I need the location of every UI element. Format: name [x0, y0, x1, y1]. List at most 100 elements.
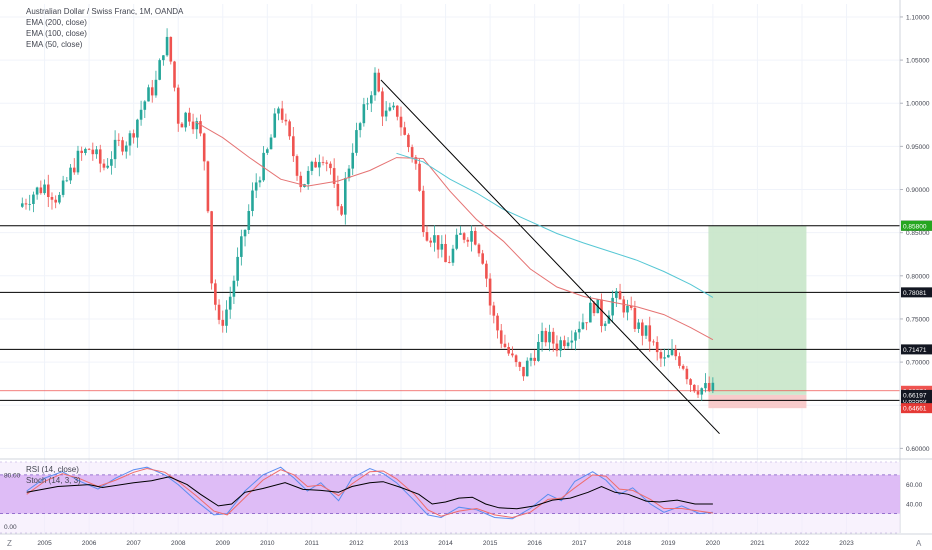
candle-body[interactable]: [262, 152, 265, 181]
candle-body[interactable]: [277, 108, 280, 114]
candle-body[interactable]: [343, 178, 347, 215]
candle-body[interactable]: [496, 315, 499, 331]
candle-body[interactable]: [477, 244, 481, 254]
candle-body[interactable]: [306, 170, 310, 185]
candle-body[interactable]: [351, 152, 355, 169]
candle-body[interactable]: [466, 239, 470, 242]
candle-body[interactable]: [236, 256, 239, 281]
candle-body[interactable]: [470, 230, 473, 242]
candle-body[interactable]: [173, 61, 176, 88]
candle-body[interactable]: [670, 349, 674, 355]
candle-body[interactable]: [284, 119, 288, 122]
candle-body[interactable]: [147, 87, 150, 102]
candle-body[interactable]: [106, 165, 109, 168]
candle-body[interactable]: [373, 72, 377, 96]
candle-body[interactable]: [685, 368, 689, 380]
candle-body[interactable]: [288, 121, 291, 137]
candle-body[interactable]: [473, 230, 477, 245]
candle-body[interactable]: [321, 162, 325, 163]
candle-body[interactable]: [514, 355, 518, 363]
candle-body[interactable]: [20, 203, 24, 207]
candle-body[interactable]: [425, 232, 429, 241]
candle-body[interactable]: [46, 184, 50, 198]
candle-body[interactable]: [273, 113, 277, 138]
candle-body[interactable]: [110, 159, 113, 166]
candle-body[interactable]: [436, 235, 440, 250]
candle-body[interactable]: [72, 167, 76, 173]
candle-body[interactable]: [143, 101, 147, 110]
candle-body[interactable]: [150, 87, 154, 96]
candle-body[interactable]: [529, 357, 533, 361]
candle-body[interactable]: [358, 123, 362, 131]
candle-body[interactable]: [581, 322, 585, 329]
candle-body[interactable]: [618, 291, 622, 300]
candle-body[interactable]: [28, 203, 32, 205]
candle-body[interactable]: [525, 360, 529, 377]
candle-body[interactable]: [566, 342, 570, 347]
candle-body[interactable]: [440, 243, 444, 250]
candle-body[interactable]: [548, 331, 551, 343]
corner-left-label[interactable]: Z: [7, 539, 12, 548]
candle-body[interactable]: [570, 340, 574, 343]
candle-body[interactable]: [180, 123, 184, 128]
candle-body[interactable]: [195, 121, 199, 130]
candle-body[interactable]: [615, 291, 618, 298]
candle-body[interactable]: [188, 112, 191, 122]
candle-body[interactable]: [65, 180, 69, 182]
candle-body[interactable]: [629, 305, 633, 308]
candle-body[interactable]: [551, 331, 555, 344]
candle-body[interactable]: [58, 194, 61, 203]
candle-body[interactable]: [577, 328, 581, 333]
candle-body[interactable]: [633, 307, 637, 329]
candle-body[interactable]: [381, 91, 384, 117]
candle-body[interactable]: [652, 341, 655, 343]
candle-body[interactable]: [254, 182, 258, 191]
candle-body[interactable]: [522, 366, 525, 377]
candle-body[interactable]: [611, 297, 614, 316]
candle-body[interactable]: [228, 296, 232, 310]
candle-body[interactable]: [704, 383, 707, 389]
candle-body[interactable]: [607, 315, 611, 324]
corner-right-label[interactable]: A: [916, 539, 922, 548]
candle-body[interactable]: [537, 341, 540, 361]
candle-body[interactable]: [225, 309, 228, 326]
candle-body[interactable]: [362, 104, 366, 124]
candle-body[interactable]: [648, 325, 652, 342]
candle-body[interactable]: [54, 199, 57, 203]
candle-body[interactable]: [217, 304, 221, 320]
candle-body[interactable]: [540, 330, 544, 342]
candle-body[interactable]: [24, 203, 28, 205]
candle-body[interactable]: [589, 302, 592, 323]
candle-body[interactable]: [488, 278, 492, 306]
candle-body[interactable]: [659, 352, 663, 359]
candle-body[interactable]: [292, 136, 295, 157]
candle-body[interactable]: [347, 168, 351, 179]
candle-body[interactable]: [655, 342, 659, 353]
candle-body[interactable]: [392, 105, 395, 108]
candle-body[interactable]: [69, 167, 72, 181]
candle-body[interactable]: [280, 108, 284, 120]
candle-body[interactable]: [169, 36, 173, 62]
candle-body[interactable]: [511, 353, 514, 356]
candle-body[interactable]: [87, 148, 91, 150]
candle-body[interactable]: [39, 187, 43, 194]
candle-body[interactable]: [600, 299, 603, 327]
candle-body[interactable]: [447, 262, 451, 263]
candle-body[interactable]: [84, 148, 87, 153]
candle-body[interactable]: [455, 234, 458, 249]
candle-body[interactable]: [663, 357, 666, 359]
candle-body[interactable]: [165, 36, 169, 56]
candle-body[interactable]: [117, 139, 121, 141]
candle-body[interactable]: [266, 149, 269, 153]
candle-body[interactable]: [332, 168, 336, 184]
candle-body[interactable]: [585, 322, 588, 324]
candle-body[interactable]: [210, 211, 213, 284]
candle-body[interactable]: [76, 150, 80, 173]
candle-body[interactable]: [711, 382, 715, 391]
candle-body[interactable]: [366, 103, 369, 105]
candle-body[interactable]: [696, 391, 700, 395]
candle-body[interactable]: [340, 206, 343, 215]
candle-body[interactable]: [325, 162, 329, 164]
candle-body[interactable]: [377, 72, 381, 92]
